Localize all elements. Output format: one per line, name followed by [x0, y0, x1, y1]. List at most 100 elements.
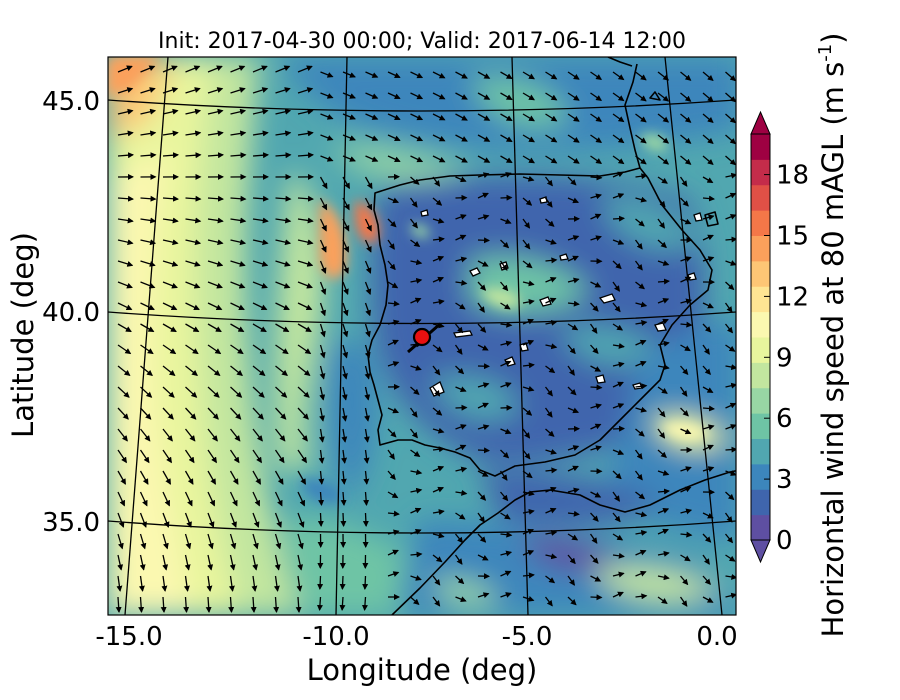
wind-vector [297, 386, 310, 398]
wind-vector [590, 384, 603, 391]
wind-vector [477, 424, 490, 431]
wind-vector [185, 344, 199, 355]
wind-vector [162, 195, 179, 202]
wind-vector [162, 108, 179, 115]
wind-vector [319, 218, 327, 232]
wind-vector [725, 344, 736, 352]
wind-vector [589, 323, 598, 334]
wind-vector [162, 302, 178, 311]
wind-vector [612, 260, 622, 270]
wind-vector [410, 386, 420, 395]
wind-vector [117, 195, 134, 202]
wind-vector [363, 470, 370, 485]
wind-vector [635, 196, 648, 203]
wind-vector [140, 407, 152, 420]
wind-vector [545, 319, 558, 326]
wind-vector [432, 465, 445, 472]
wind-vector [522, 428, 531, 439]
wind-vector [454, 533, 464, 544]
wind-vector [432, 134, 446, 142]
wind-vector [185, 260, 201, 267]
wind-vector [455, 444, 467, 451]
wind-vector [297, 281, 313, 289]
wind-vector [140, 386, 153, 398]
wind-vector [680, 508, 693, 515]
wind-vector [365, 134, 379, 141]
wind-vector [207, 195, 224, 202]
wind-vector [342, 134, 356, 141]
wind-vector [612, 425, 625, 432]
wind-vector [635, 155, 647, 165]
graticule [108, 57, 736, 615]
wind-vector [341, 407, 348, 422]
wind-vector [522, 260, 533, 269]
wind-vector [275, 407, 287, 420]
wind-vector [117, 108, 134, 115]
wind-vector [387, 71, 401, 79]
wind-vector [657, 239, 667, 249]
wind-vector [725, 260, 736, 266]
wind-vector [612, 92, 625, 102]
wind-vector [522, 470, 533, 479]
wind-vector [432, 554, 443, 563]
wind-vector [522, 572, 535, 579]
wind-vector [342, 260, 349, 274]
wind-vector [612, 302, 621, 313]
colorbar-segment [751, 134, 770, 160]
wind-vector [545, 507, 557, 514]
wind-vector [567, 323, 579, 331]
wind-vector [342, 365, 348, 380]
wind-vector [612, 361, 625, 368]
colorbar-tick-label: 9 [776, 343, 793, 373]
wind-vector [657, 364, 670, 371]
wind-vector [702, 444, 714, 451]
colorbar-segment [751, 463, 770, 490]
wind-vector [725, 424, 736, 430]
wind-vector [297, 554, 304, 571]
wind-vector [612, 193, 625, 199]
colorbar-ticks: 0 3 6 9 12 15 18 [764, 161, 809, 556]
wind-vector [590, 71, 603, 80]
wind-vector [522, 71, 535, 80]
wind-vector [207, 407, 219, 420]
wind-vector [432, 532, 445, 539]
wind-vector [567, 487, 580, 494]
wind-vector [410, 318, 422, 325]
wind-vector [319, 176, 328, 190]
wind-vector [409, 428, 418, 439]
wind-vector [162, 130, 179, 137]
wind-vector [657, 574, 670, 581]
wind-vector [545, 257, 558, 264]
wind-vector [455, 512, 466, 520]
wind-vector [545, 71, 558, 80]
wind-vector [635, 491, 646, 500]
wind-vector [567, 596, 577, 606]
wind-vector [522, 239, 531, 250]
wind-vector [657, 470, 670, 476]
wind-vector [702, 344, 710, 355]
wind-vector [635, 134, 647, 144]
wind-vector [252, 470, 261, 485]
wind-vector [590, 344, 599, 354]
wind-vector [500, 302, 511, 310]
wind-vector [230, 407, 242, 420]
wind-vector [185, 365, 198, 377]
wind-vector [455, 256, 468, 263]
wind-vector [477, 134, 491, 142]
wind-vector [657, 386, 668, 394]
wind-vector [207, 512, 215, 528]
wind-vector [207, 130, 224, 137]
map-frame [107, 56, 737, 616]
wind-vector [185, 302, 200, 311]
wind-vector [387, 491, 399, 499]
wind-vector [140, 323, 155, 333]
wind-vector [297, 428, 308, 442]
wind-vector [274, 449, 285, 464]
wind-vector [432, 575, 441, 586]
wind-vector [342, 155, 356, 162]
wind-vector [274, 512, 282, 528]
wind-vector [341, 428, 348, 443]
wind-vector [725, 214, 736, 220]
wind-vector [363, 449, 370, 464]
wind-vector [567, 176, 577, 186]
